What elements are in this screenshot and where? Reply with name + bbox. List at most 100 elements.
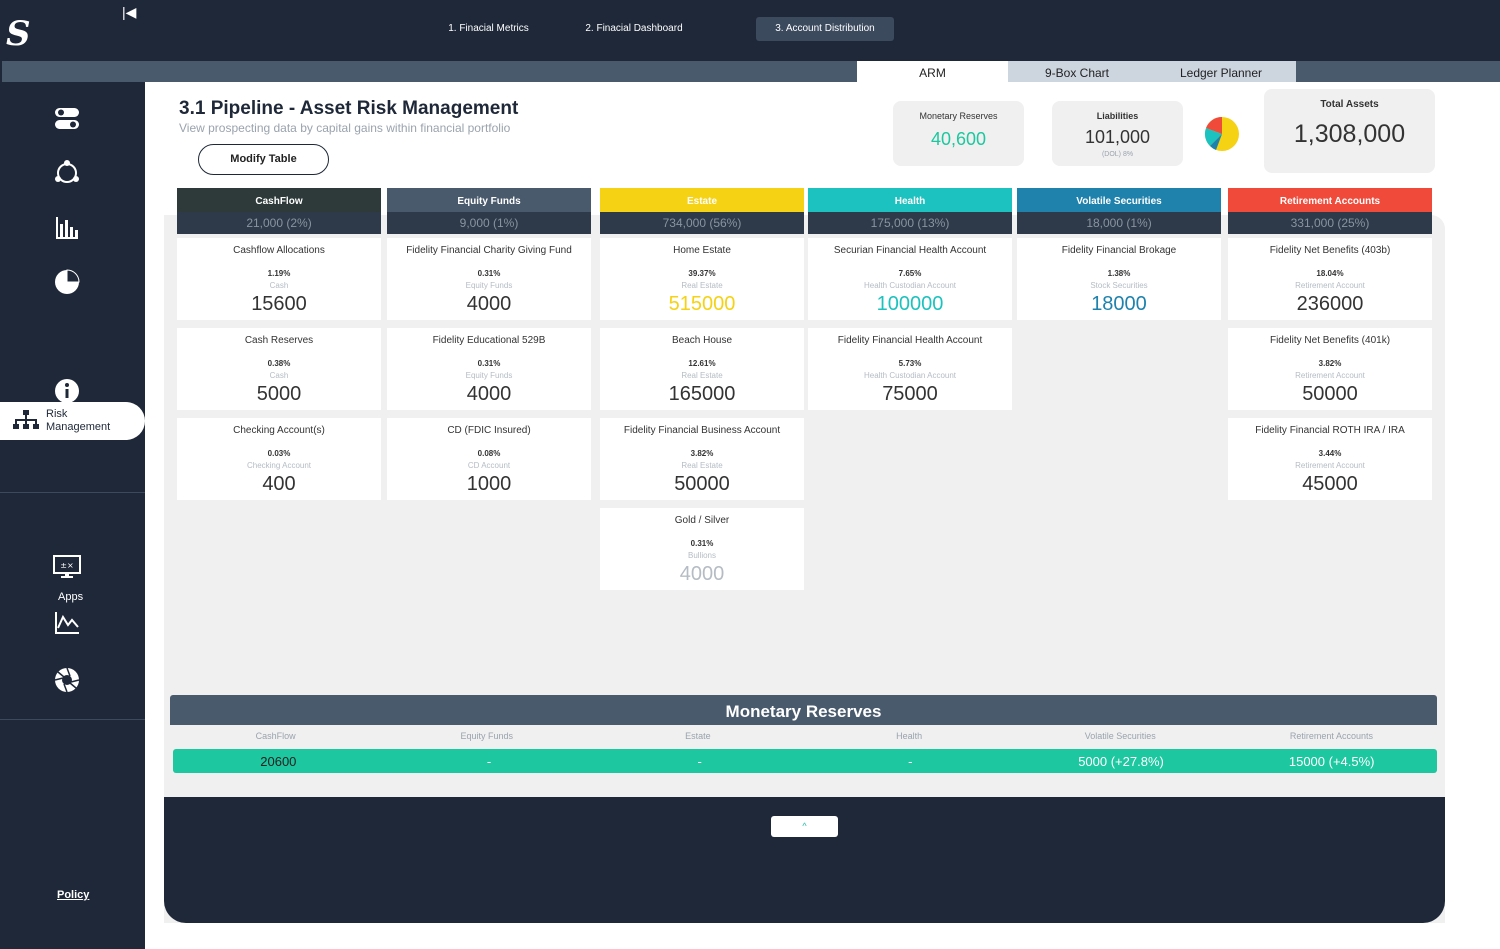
card-name: CD (FDIC Insured) [447, 425, 531, 436]
card-value: 165000 [668, 383, 736, 405]
asset-card[interactable]: Fidelity Financial Brokage 1.38% Stock Sec… [1017, 238, 1221, 320]
card-value: 4000 [466, 293, 512, 315]
table-cell: 5000 (+27.8%) [1078, 754, 1164, 769]
card-percent: 12.61% [688, 359, 716, 368]
card-name: Fidelity Financial Health Account [837, 335, 983, 346]
card-name: Gold / Silver [674, 515, 730, 526]
card-name: Fidelity Net Benefits (401k) [1269, 335, 1391, 346]
column-header: Retirement Accounts [1228, 188, 1432, 212]
card-category: Bullions [687, 551, 716, 560]
sidebar: Risk Management Apps ±× Policy [0, 82, 145, 949]
card-category: Retirement Account [1295, 371, 1365, 380]
card-name: Home Estate [673, 245, 731, 256]
card-category: Health Custodian Account [863, 281, 957, 290]
card-name: Fidelity Net Benefits (403b) [1269, 245, 1391, 256]
modify-table-button[interactable]: Modify Table [198, 144, 329, 175]
card-value: 5000 [256, 383, 302, 405]
kpi-liabilities: Liabilities 101,000 (DOL) 8% [1052, 101, 1183, 166]
kpi-value: 40,600 [930, 129, 987, 149]
column-total: 734,000 (56%) [600, 212, 804, 234]
card-percent: 0.08% [477, 449, 501, 458]
column-total: 18,000 (1%) [1017, 212, 1221, 234]
column-estate: Estate 734,000 (56%) [600, 188, 804, 234]
line-chart-icon[interactable] [50, 606, 84, 640]
card-percent: 3.82% [1318, 359, 1342, 368]
risk-management-label: Risk Management [46, 408, 111, 433]
kpi-monetary-reserves: Monetary Reserves 40,600 [893, 101, 1024, 166]
column-header: Volatile Securities [1017, 188, 1221, 212]
card-percent: 3.44% [1318, 449, 1342, 458]
card-value: 515000 [668, 293, 736, 315]
asset-card[interactable]: Beach House 12.61% Real Estate 165000 [600, 328, 804, 410]
asset-card[interactable]: Checking Account(s) 0.03% Checking Account… [177, 418, 381, 500]
tab-arm[interactable]: ARM [857, 61, 1008, 83]
asset-card[interactable]: Fidelity Financial Health Account 5.73% He… [808, 328, 1012, 410]
asset-card[interactable]: Gold / Silver 0.31% Bullions 4000 [600, 508, 804, 590]
tab-financial-metrics[interactable]: 1. Finacial Metrics [448, 23, 529, 34]
info-icon[interactable] [50, 374, 84, 408]
collapse-sidebar-icon[interactable]: |◀ [122, 4, 137, 20]
card-value: 75000 [882, 383, 938, 405]
sidebar-item-risk-management[interactable]: Risk Management [0, 402, 145, 440]
tab-ledger-planner[interactable]: Ledger Planner [1146, 61, 1296, 83]
card-name: Beach House [671, 335, 733, 346]
table-cell: - [908, 754, 913, 769]
table-cell: - [697, 754, 702, 769]
kpi-value: 101,000 [1084, 127, 1151, 147]
card-percent: 0.03% [267, 449, 291, 458]
asset-card[interactable]: Fidelity Financial Charity Giving Fund 0.… [387, 238, 591, 320]
card-percent: 1.19% [267, 269, 291, 278]
apps-label: Apps [58, 591, 84, 603]
kpi-label: Total Assets [1320, 99, 1379, 110]
card-value: 45000 [1302, 473, 1358, 495]
sidebar-divider [0, 719, 145, 720]
asset-card[interactable]: Fidelity Financial ROTH IRA / IRA 3.44% Re… [1228, 418, 1432, 500]
table-cell: 15000 (+4.5%) [1288, 754, 1375, 769]
tab-financial-dashboard[interactable]: 2. Finacial Dashboard [585, 23, 683, 34]
top-bar: S |◀ 1. Finacial Metrics 2. Finacial Das… [0, 0, 1500, 60]
asset-card[interactable]: Cashflow Allocations 1.19% Cash 15600 [177, 238, 381, 320]
asset-card[interactable]: Cash Reserves 0.38% Cash 5000 [177, 328, 381, 410]
card-percent: 39.37% [688, 269, 716, 278]
asset-card[interactable]: Fidelity Financial Business Account 3.82%… [600, 418, 804, 500]
column-header: Estate [685, 731, 711, 741]
scroll-up-button[interactable]: ^ [771, 816, 838, 837]
card-percent: 5.73% [898, 359, 922, 368]
column-header: Retirement Accounts [1289, 731, 1373, 741]
column-cashflow: CashFlow 21,000 (2%) [177, 188, 381, 234]
card-category: Equity Funds [465, 281, 513, 290]
toggle-icon[interactable] [50, 102, 84, 136]
card-category: Retirement Account [1295, 281, 1365, 290]
monetary-reserves-row: 20600 - - - 5000 (+27.8%) 15000 (+4.5%) [173, 749, 1437, 773]
asset-card[interactable]: Fidelity Net Benefits (403b) 18.04% Retire… [1228, 238, 1432, 320]
column-total: 21,000 (2%) [177, 212, 381, 234]
asset-card[interactable]: Fidelity Net Benefits (401k) 3.82% Retirem… [1228, 328, 1432, 410]
pie-chart-icon[interactable] [50, 265, 84, 299]
card-percent: 3.82% [690, 449, 714, 458]
column-header: CashFlow [177, 188, 381, 212]
asset-card[interactable]: CD (FDIC Insured) 0.08% CD Account 1000 [387, 418, 591, 500]
cycle-icon[interactable] [50, 156, 84, 190]
column-header: Equity Funds [387, 188, 591, 212]
aperture-icon[interactable] [50, 663, 84, 697]
bar-chart-icon[interactable] [50, 211, 84, 245]
column-total: 9,000 (1%) [387, 212, 591, 234]
policy-link[interactable]: Policy [57, 889, 90, 901]
card-category: Equity Funds [465, 371, 513, 380]
asset-card[interactable]: Securian Financial Health Account 7.65% He… [808, 238, 1012, 320]
main-panel: ^ 3.1 Pipeline - Asset Risk Management V… [145, 82, 1500, 949]
asset-card[interactable]: Fidelity Educational 529B 0.31% Equity Fun… [387, 328, 591, 410]
kpi-sub: (DOL) 8% [1101, 151, 1134, 158]
card-percent: 0.38% [267, 359, 291, 368]
asset-card[interactable]: Home Estate 39.37% Real Estate 515000 [600, 238, 804, 320]
card-name: Fidelity Financial ROTH IRA / IRA [1255, 425, 1405, 436]
monetary-reserves-header: Monetary Reserves [170, 695, 1437, 725]
pie-chart-icon [1204, 116, 1240, 157]
tab-account-distribution[interactable]: 3. Account Distribution [756, 17, 894, 41]
kpi-value: 1,308,000 [1293, 120, 1406, 148]
card-category: Cash [269, 371, 289, 380]
calculator-monitor-icon[interactable]: ±× [50, 550, 84, 584]
tab-9-box-chart[interactable]: 9-Box Chart [1008, 61, 1146, 83]
card-percent: 0.31% [690, 539, 714, 548]
card-percent: 0.31% [477, 269, 501, 278]
